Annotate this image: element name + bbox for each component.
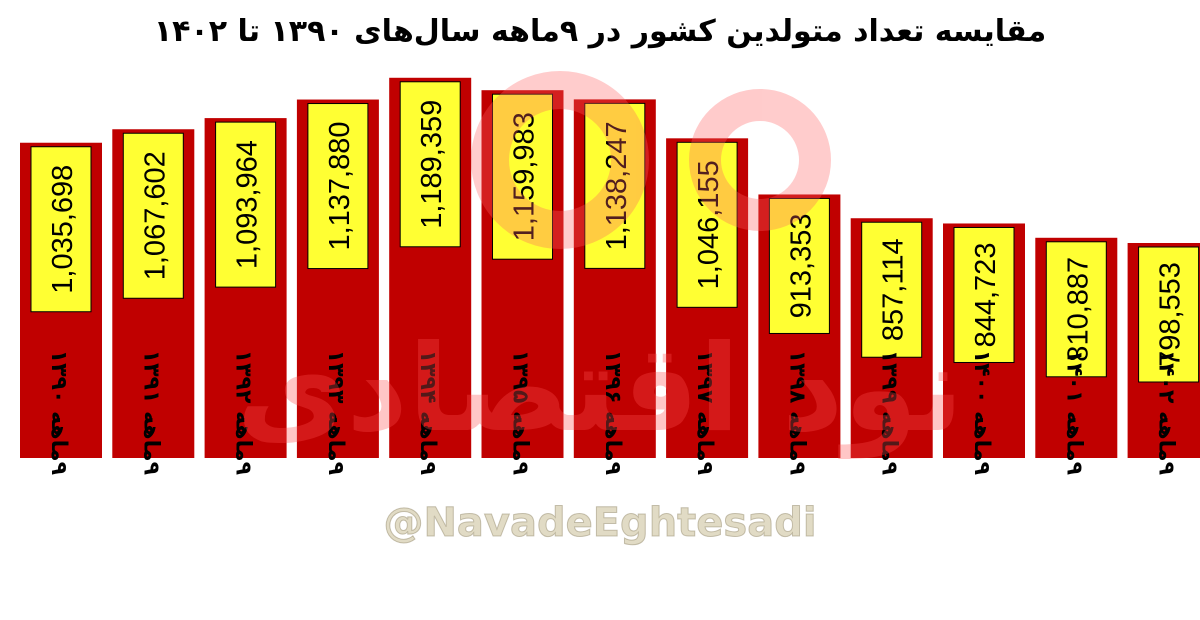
x-tick-label: ۹ماهه ۱۳۹۶: [600, 350, 625, 475]
data-label-box: [30, 146, 92, 313]
data-label-box: [399, 81, 461, 248]
chart-title: مقایسه تعداد متولدین کشور در ۹ماهه سال‌ه…: [153, 14, 1047, 49]
data-label-box: [1045, 241, 1107, 378]
data-label-box: [676, 141, 738, 308]
data-label: 810,887: [1062, 257, 1094, 362]
data-label: 1,137,880: [324, 122, 356, 251]
x-tick-label: ۹ماهه ۱۳۹۲: [231, 350, 256, 475]
data-label-box: [953, 226, 1015, 363]
data-label-box: [584, 102, 646, 269]
x-tick-label: ۹ماهه ۱۳۹۱: [138, 350, 163, 475]
data-label-box: [307, 103, 369, 270]
x-tick-label: ۹ماهه ۱۳۹۹: [877, 350, 902, 475]
data-label: 1,189,359: [416, 100, 448, 229]
watermark-logo: نود اقتصادی: [236, 71, 964, 459]
data-label-box: [215, 121, 277, 288]
x-tick-label: ۹ماهه ۱۳۹۴: [415, 350, 440, 475]
data-label: 857,114: [878, 238, 910, 341]
data-label: 1,138,247: [601, 121, 633, 250]
data-label: 1,035,698: [47, 165, 79, 294]
data-label-box: [122, 132, 184, 299]
x-tick-label: ۹ماهه ۱۴۰۰: [969, 350, 994, 475]
x-tick-label: ۹ماهه ۱۳۹۰: [46, 350, 71, 475]
data-label: 844,723: [970, 243, 1002, 348]
data-label-box: [492, 93, 553, 260]
data-label: 913,353: [785, 214, 817, 319]
x-tick-label: ۹ماهه ۱۴۰۲: [1154, 350, 1179, 475]
data-label: 798,553: [1155, 262, 1187, 367]
watermark-logo-text: نود اقتصادی: [236, 320, 963, 459]
x-tick-label: ۹ماهه ۱۳۹۷: [692, 350, 717, 475]
x-tick-label: ۹ماهه ۱۳۹۸: [784, 350, 809, 475]
data-label-box: [1138, 246, 1200, 383]
x-tick-label: ۹ماهه ۱۴۰۱: [1061, 350, 1086, 475]
data-label-box: [861, 221, 923, 358]
data-label-box: [768, 197, 830, 334]
data-label: 1,093,964: [232, 140, 264, 269]
data-label: 1,046,155: [693, 160, 725, 289]
x-tick-label: ۹ماهه ۱۳۹۳: [323, 350, 348, 475]
watermark-handle: @NavadeEghtesadi: [383, 500, 817, 547]
data-label: 1,067,602: [139, 151, 171, 280]
data-label: 1,159,983: [509, 112, 541, 241]
x-tick-label: ۹ماهه ۱۳۹۵: [508, 350, 533, 475]
